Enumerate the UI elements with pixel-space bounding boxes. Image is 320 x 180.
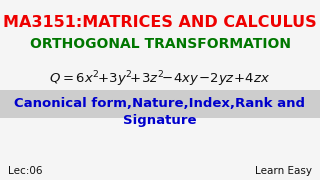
Bar — [0, 90, 320, 118]
Text: MA3151:MATRICES AND CALCULUS: MA3151:MATRICES AND CALCULUS — [3, 15, 317, 30]
Text: $\mathit{Q} = 6x^2\!\!+\!3y^2\!\!+\!3z^2\!\!-\!4xy\!-\!2yz\!+\!4zx$: $\mathit{Q} = 6x^2\!\!+\!3y^2\!\!+\!3z^2… — [49, 69, 271, 89]
Text: Learn Easy: Learn Easy — [255, 166, 312, 176]
Text: Signature: Signature — [123, 114, 197, 127]
Text: ORTHOGONAL TRANSFORMATION: ORTHOGONAL TRANSFORMATION — [29, 37, 291, 51]
Text: Canonical form,Nature,Index,Rank and: Canonical form,Nature,Index,Rank and — [14, 97, 306, 110]
Text: Lec:06: Lec:06 — [8, 166, 43, 176]
